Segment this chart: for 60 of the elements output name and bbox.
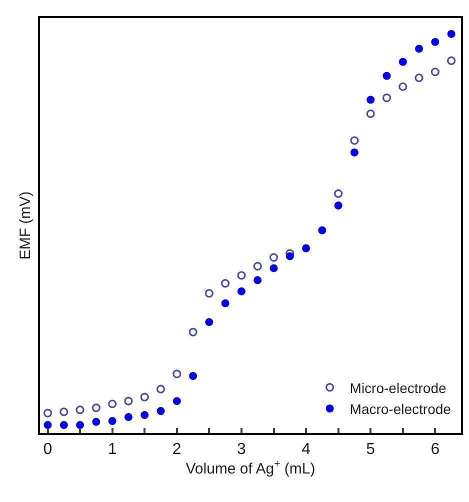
point (108, 400, 117, 408)
x-tick-label: 4 (302, 441, 311, 458)
point (76, 406, 84, 414)
point (188, 328, 198, 336)
point (44, 421, 52, 430)
point (92, 404, 100, 412)
point (447, 30, 456, 38)
point (382, 72, 391, 80)
x-tick-label: 3 (237, 441, 246, 458)
point (366, 109, 375, 118)
point (366, 96, 375, 104)
point (156, 384, 166, 394)
point (92, 418, 100, 426)
point (431, 38, 440, 46)
point (124, 413, 132, 422)
point (140, 392, 149, 402)
legend-label: Macro-electrode (350, 400, 452, 417)
point (205, 318, 214, 326)
y-axis-title: EMF (mV) (16, 191, 34, 260)
point (350, 148, 358, 156)
point (60, 421, 68, 430)
point (447, 56, 456, 65)
x-tick-label: 2 (172, 441, 182, 458)
point (43, 408, 52, 418)
point (430, 68, 440, 76)
point (398, 58, 407, 66)
point (124, 396, 133, 406)
point (237, 271, 246, 280)
point (334, 202, 342, 210)
point (302, 244, 310, 252)
point (318, 226, 326, 234)
point (269, 253, 278, 262)
point (414, 74, 424, 82)
point (172, 397, 181, 406)
point (60, 408, 68, 416)
point (253, 262, 262, 270)
point (156, 407, 165, 416)
point (398, 82, 408, 91)
point (76, 421, 84, 430)
point (382, 94, 392, 102)
point (237, 287, 246, 296)
point (140, 411, 149, 420)
point (415, 44, 424, 53)
x-tick-label: 5 (366, 441, 376, 458)
x-tick-label: 6 (430, 441, 440, 458)
x-tick-label: 1 (108, 441, 117, 458)
point (221, 299, 230, 308)
point (221, 279, 230, 288)
point (254, 276, 262, 284)
legend-label: Micro-electrode (350, 380, 446, 396)
point (286, 252, 294, 260)
point (189, 372, 198, 380)
x-axis-title: Volume of Ag$^{+}$ (mL) (186, 458, 316, 478)
point (270, 264, 278, 272)
point (204, 289, 214, 298)
point (108, 417, 116, 426)
x-tick-label: 0 (43, 441, 52, 458)
point (334, 189, 343, 198)
point (172, 370, 182, 378)
point (350, 136, 359, 145)
